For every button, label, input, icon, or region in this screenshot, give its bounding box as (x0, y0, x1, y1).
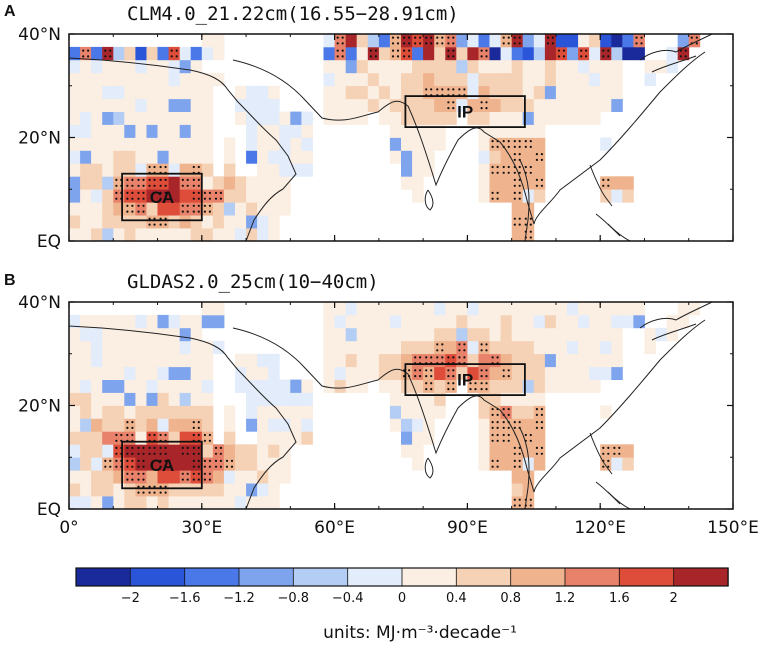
lat-label-b-2: EQ (37, 500, 61, 520)
panel-a-ip-label: IP (457, 103, 473, 122)
colorbar-tick-8: 1.2 (555, 591, 576, 606)
panel-b-letter: B (4, 272, 16, 289)
colorbar-segment-8 (510, 567, 566, 587)
panel-a-ticks (68, 33, 734, 242)
panel-b-ip-label: IP (457, 371, 473, 390)
colorbar-segment-5 (347, 567, 403, 587)
lat-label-a-2: EQ (37, 232, 61, 252)
colorbar-ticks: −2 −1.6 −1.2 −0.8 −0.4 0 0.4 0.8 1.2 1.6 2 (121, 591, 678, 606)
panel-b: B GLDAS2.0_25cm(10−40cm) 40°N 20°N EQ 0° 30… (4, 271, 759, 538)
panel-a-title: CLM4.0_21.22cm(16.55−28.91cm) (127, 3, 459, 25)
colorbar: −2 −1.6 −1.2 −0.8 −0.4 0 0.4 0.8 1.2 1.6 2 units: … (75, 567, 729, 643)
colorbar-tick-10: 2 (670, 591, 678, 606)
panel-b-ca-label: CA (150, 456, 175, 475)
colorbar-tick-9: 1.6 (609, 591, 630, 606)
panel-b-title: GLDAS2.0_25cm(10−40cm) (127, 271, 379, 293)
lat-label-b-0: 40°N (18, 293, 61, 313)
lon-labels: 0° 30°E 60°E 90°E 120°E 150°E (59, 518, 759, 538)
panel-b-region-ca: CA (121, 440, 203, 490)
panel-a-stippling (82, 36, 698, 239)
panel-a-lat-labels: 40°N 20°N EQ (18, 25, 61, 252)
panel-a-field (69, 34, 701, 241)
lat-label-b-1: 20°N (18, 397, 61, 417)
colorbar-segment-6 (401, 567, 457, 587)
panel-b-stippling (104, 343, 621, 507)
colorbar-segment-3 (238, 567, 294, 587)
panel-b-field (69, 302, 701, 509)
colorbar-units-label: units: MJ·m⁻³·decade⁻¹ (323, 623, 517, 643)
colorbar-tick-1: −1.6 (169, 591, 201, 606)
lon-label-3: 90°E (447, 518, 488, 538)
lat-label-a-1: 20°N (18, 129, 61, 149)
colorbar-segment-4 (292, 567, 349, 587)
panel-b-ca-box (121, 440, 203, 490)
panel-b-lat-labels: 40°N 20°N EQ (18, 293, 61, 520)
lon-label-0: 0° (59, 518, 78, 538)
panel-b-map (69, 302, 733, 509)
panel-b-region-ip: IP (404, 363, 526, 397)
colorbar-tick-7: 0.8 (500, 591, 521, 606)
panel-a-map (69, 34, 733, 241)
colorbar-segments (75, 567, 729, 587)
colorbar-segment-11 (673, 567, 729, 587)
panel-b-ticks (68, 301, 734, 510)
lat-label-a-0: 40°N (18, 25, 61, 45)
colorbar-segment-9 (564, 567, 620, 587)
colorbar-segment-7 (455, 567, 512, 587)
panel-a: A CLM4.0_21.22cm(16.55−28.91cm) 40°N 20°N… (4, 3, 734, 252)
panel-a-ca-box (121, 172, 203, 222)
colorbar-tick-4: −0.4 (332, 591, 364, 606)
panel-a-coastlines (69, 34, 713, 241)
colorbar-segment-2 (184, 567, 240, 587)
panel-b-ip-box (404, 363, 526, 397)
lon-label-4: 120°E (574, 518, 626, 538)
panel-a-letter: A (4, 3, 16, 20)
colorbar-tick-3: −0.8 (278, 591, 310, 606)
lon-label-1: 30°E (181, 518, 222, 538)
panel-a-region-ca: CA (121, 172, 203, 222)
lon-label-5: 150°E (707, 518, 759, 538)
colorbar-tick-6: 0.4 (446, 591, 467, 606)
colorbar-tick-5: 0 (398, 591, 406, 606)
lon-label-2: 60°E (314, 518, 355, 538)
colorbar-segment-0 (75, 567, 131, 587)
colorbar-tick-0: −2 (121, 591, 140, 606)
panel-a-region-ip: IP (404, 95, 526, 128)
panel-b-coastlines (69, 302, 713, 509)
colorbar-segment-10 (618, 567, 675, 587)
panel-a-ca-label: CA (150, 188, 175, 207)
panel-a-ip-box (404, 95, 526, 128)
colorbar-tick-2: −1.2 (223, 591, 255, 606)
colorbar-segment-1 (129, 567, 186, 587)
